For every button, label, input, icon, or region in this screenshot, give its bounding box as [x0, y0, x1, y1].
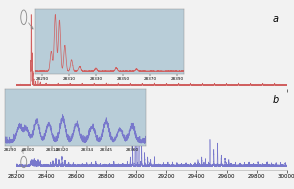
Text: a: a	[273, 14, 278, 24]
Text: b: b	[272, 95, 278, 105]
